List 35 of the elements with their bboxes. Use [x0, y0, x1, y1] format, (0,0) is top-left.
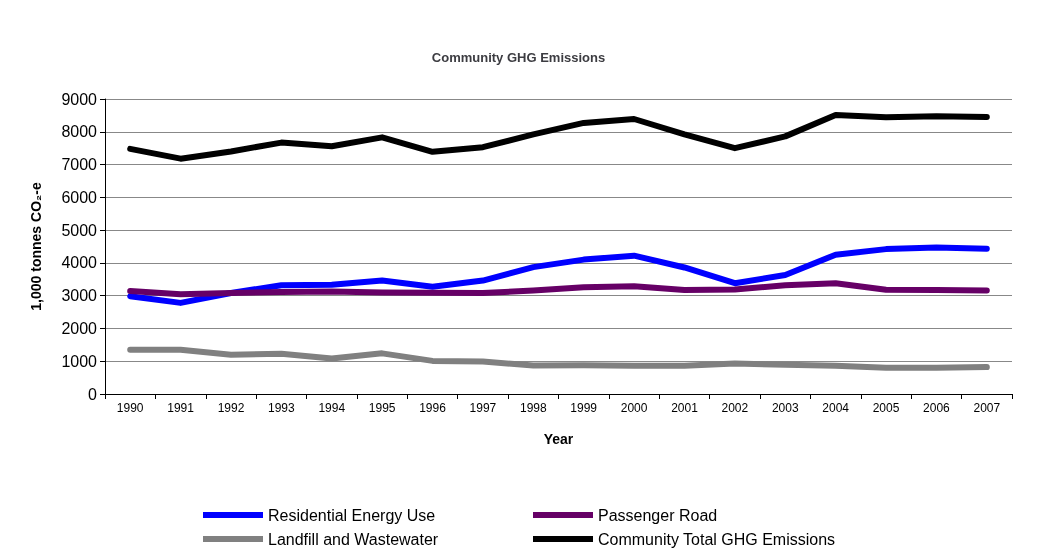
y-tick-label: 8000 — [61, 123, 98, 141]
y-tick-label: 1000 — [61, 352, 98, 370]
x-tick-label: 1991 — [167, 401, 195, 415]
x-tick-label: 1998 — [519, 401, 547, 415]
x-tick-label: 1995 — [368, 401, 396, 415]
x-tick-label: 2000 — [620, 401, 648, 415]
x-tick-label: 2004 — [822, 401, 850, 415]
legend-label: Community Total GHG Emissions — [598, 530, 836, 548]
y-tick-label: 9000 — [61, 90, 98, 108]
y-tick-label: 4000 — [61, 254, 98, 272]
y-tick-label: 5000 — [61, 221, 98, 239]
x-tick-label: 1999 — [570, 401, 598, 415]
y-tick-label: 3000 — [61, 287, 98, 305]
x-tick-label: 1990 — [116, 401, 144, 415]
x-axis-title: Year — [543, 431, 574, 447]
x-tick-label: 1996 — [419, 401, 447, 415]
x-tick-label: 2001 — [671, 401, 699, 415]
legend-label: Residential Energy Use — [268, 506, 436, 524]
x-tick-label: 1997 — [469, 401, 497, 415]
y-tick-label: 6000 — [61, 188, 98, 206]
y-axis-title: 1,000 tonnes CO₂-e — [28, 182, 44, 311]
legend-label: Landfill and Wastewater — [268, 530, 439, 548]
x-tick-label: 1994 — [318, 401, 346, 415]
x-tick-label: 2002 — [721, 401, 749, 415]
chart-title: Community GHG Emissions — [431, 50, 606, 65]
x-tick-label: 2007 — [973, 401, 1001, 415]
y-tick-label: 0 — [88, 385, 98, 403]
x-tick-label: 2005 — [872, 401, 900, 415]
y-tick-label: 2000 — [61, 319, 98, 337]
x-tick-label: 2006 — [923, 401, 951, 415]
legend-label: Passenger Road — [598, 506, 718, 524]
x-tick-label: 1993 — [268, 401, 296, 415]
x-tick-label: 2003 — [771, 401, 799, 415]
y-tick-label: 7000 — [61, 156, 98, 174]
x-tick-label: 1992 — [217, 401, 245, 415]
